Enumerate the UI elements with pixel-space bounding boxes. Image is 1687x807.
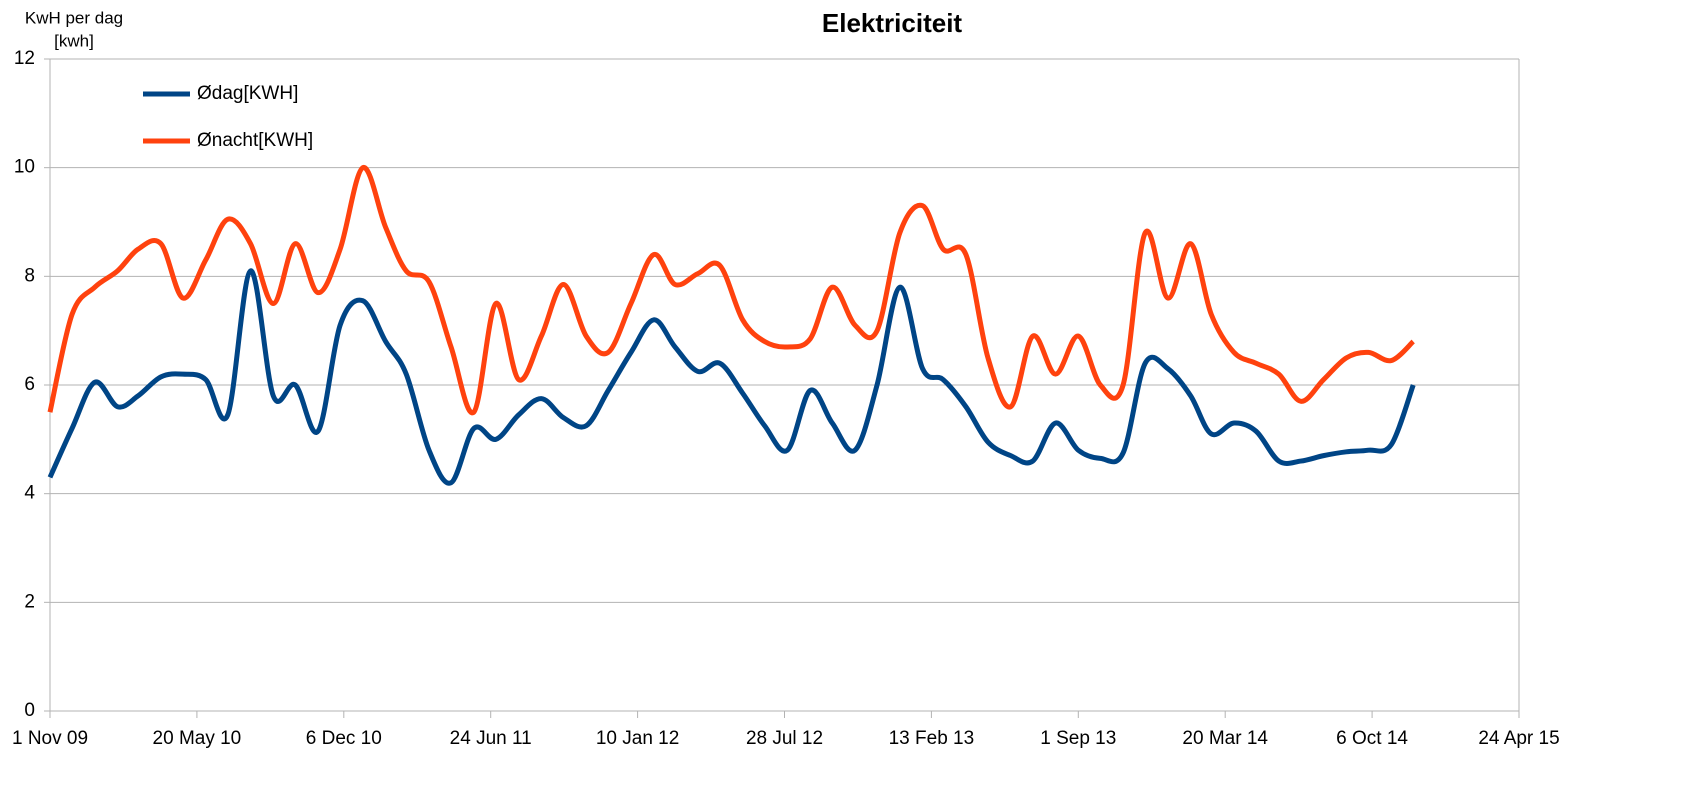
x-tick-label: 6 Oct 14	[1336, 728, 1408, 749]
x-tick-label: 24 Jun 11	[450, 728, 532, 749]
y-tick-label: 10	[14, 157, 35, 178]
x-tick-label: 28 Jul 12	[746, 728, 823, 749]
legend-label: Ønacht[KWH]	[197, 130, 313, 151]
x-tick-label: 20 May 10	[153, 728, 242, 749]
y-tick-label: 4	[24, 483, 35, 504]
y-axis-label: KwH per dag	[25, 8, 123, 27]
x-tick-label: 20 Mar 14	[1182, 728, 1268, 749]
y-tick-label: 12	[14, 48, 35, 69]
x-tick-label: 24 Apr 15	[1478, 728, 1559, 749]
chart-title: Elektriciteit	[822, 8, 963, 38]
y-tick-label: 6	[24, 374, 35, 395]
x-tick-label: 10 Jan 12	[596, 728, 679, 749]
x-tick-label: 1 Nov 09	[12, 728, 88, 749]
y-tick-label: 2	[24, 591, 35, 612]
y-tick-label: 0	[24, 700, 35, 721]
data-line	[47, 268, 1416, 486]
y-tick-label: 8	[24, 265, 35, 286]
x-tick-label: 6 Dec 10	[306, 728, 382, 749]
data-line	[47, 165, 1415, 416]
y-axis-label: [kwh]	[54, 31, 94, 50]
x-tick-label: 13 Feb 13	[889, 728, 975, 749]
legend-label: Ødag[KWH]	[197, 83, 298, 104]
x-tick-label: 1 Sep 13	[1040, 728, 1116, 749]
